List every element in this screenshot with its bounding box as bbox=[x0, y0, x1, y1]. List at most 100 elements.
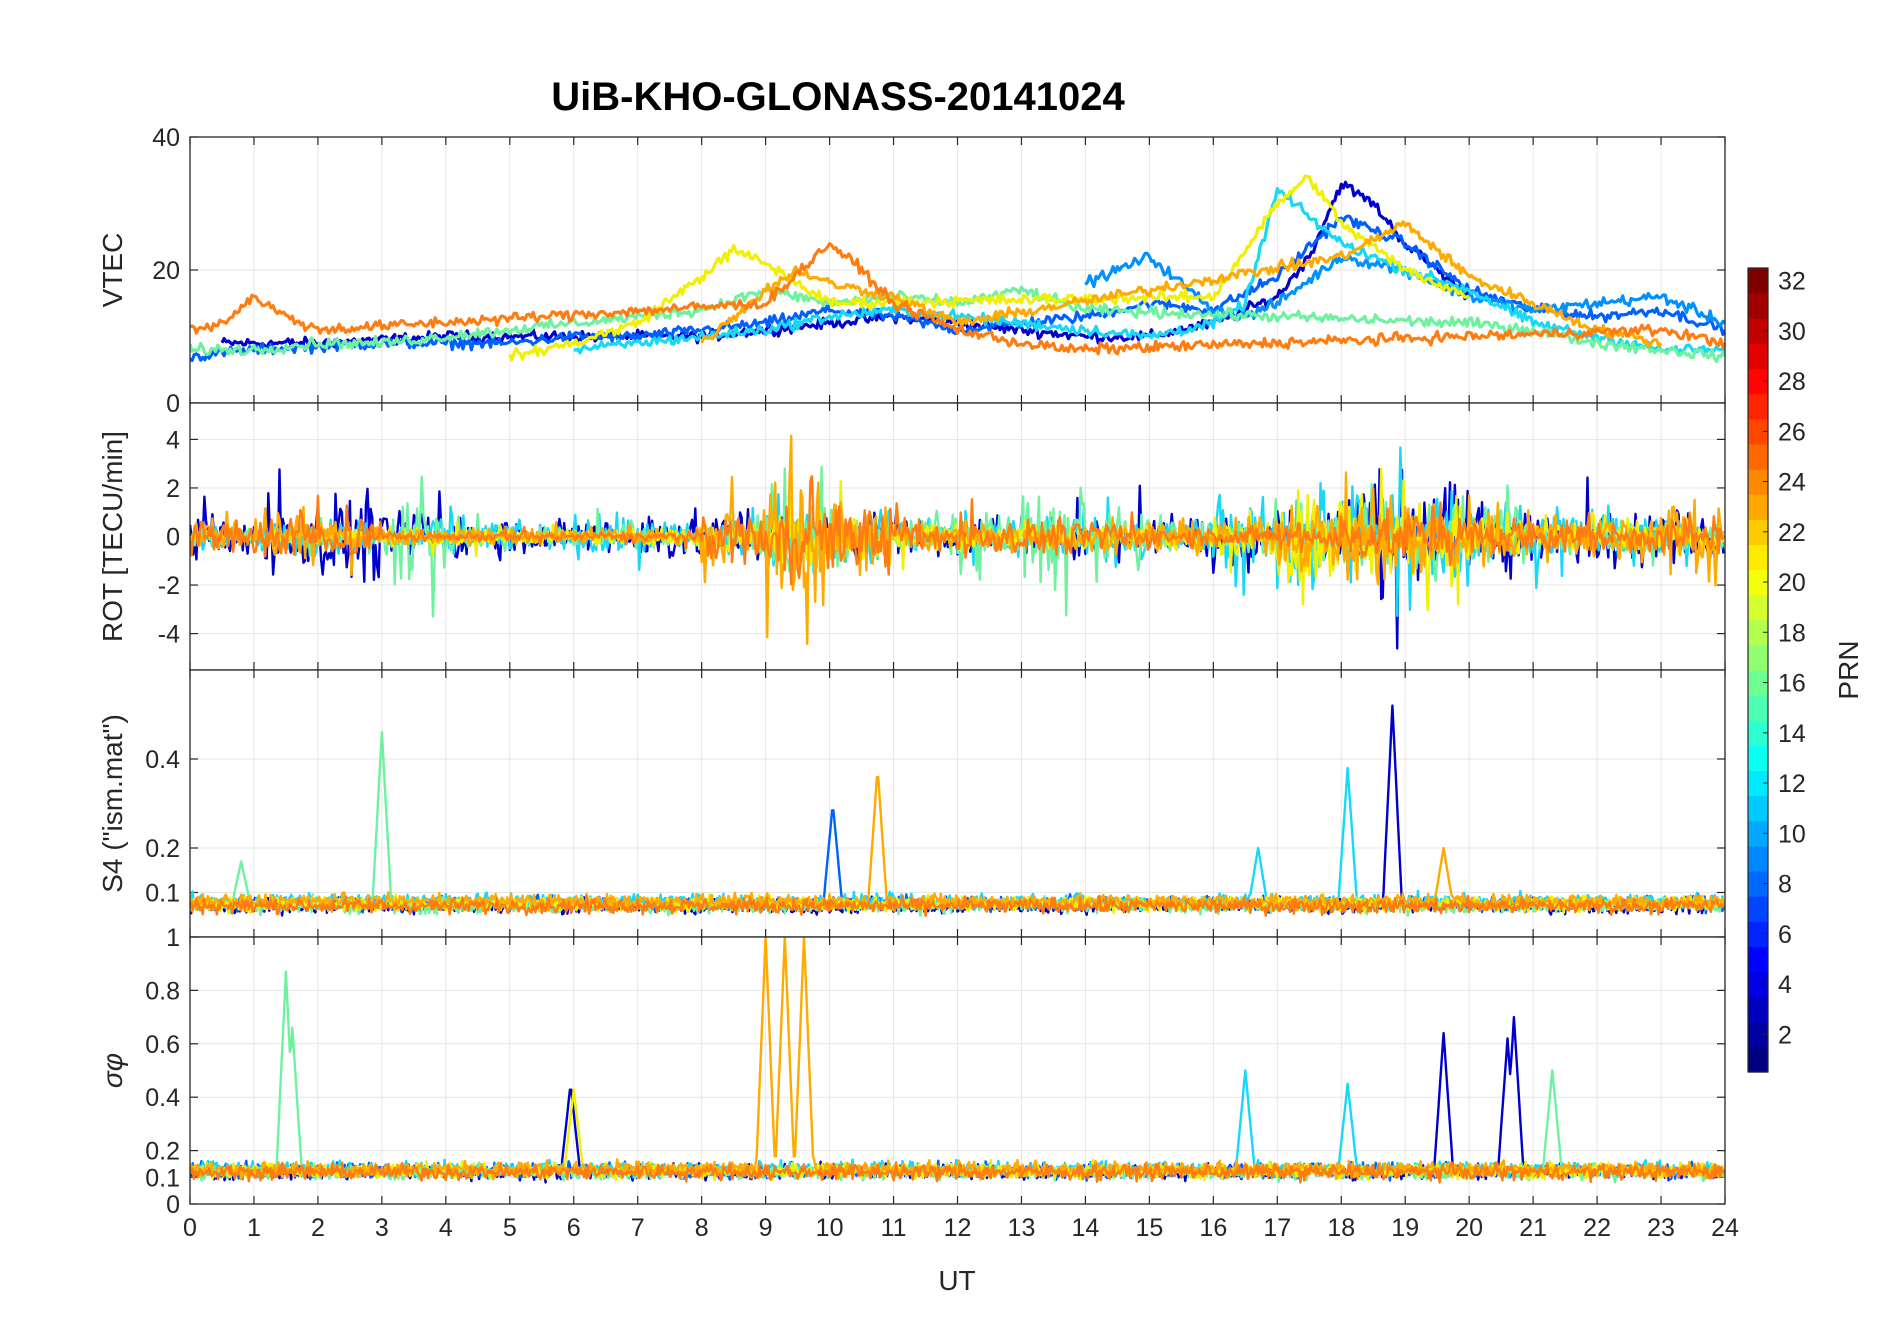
y-axis-label-s4: S4 ("ism.mat") bbox=[97, 714, 128, 893]
y-tick-label: 0.4 bbox=[145, 1084, 180, 1112]
colorbar-tick-label: 26 bbox=[1778, 418, 1806, 446]
x-tick-label: 24 bbox=[1711, 1214, 1739, 1242]
colorbar-swatch bbox=[1748, 670, 1768, 696]
colorbar-swatch bbox=[1748, 720, 1768, 746]
colorbar-tick-label: 28 bbox=[1778, 368, 1806, 396]
x-tick-label: 5 bbox=[503, 1214, 517, 1242]
data-layer-rot bbox=[190, 434, 1725, 650]
data-layer-vtec bbox=[190, 174, 1725, 364]
vtec-series-prn-16 bbox=[190, 285, 1725, 364]
chart-title: UiB-KHO-GLONASS-20141024 bbox=[551, 75, 1125, 119]
x-tick-label: 15 bbox=[1135, 1214, 1163, 1242]
colorbar-swatch bbox=[1748, 318, 1768, 344]
colorbar-tick-label: 8 bbox=[1778, 871, 1792, 899]
x-tick-label: 4 bbox=[439, 1214, 453, 1242]
colorbar-swatch bbox=[1748, 820, 1768, 847]
y-axis-label-sigma_phi: σφ bbox=[97, 1053, 128, 1088]
colorbar-swatch bbox=[1748, 971, 1768, 998]
colorbar-swatch bbox=[1748, 745, 1768, 772]
x-tick-label: 12 bbox=[944, 1214, 972, 1242]
rot-series-prn-24 bbox=[190, 475, 1725, 586]
x-tick-label: 23 bbox=[1647, 1214, 1675, 1242]
x-tick-label: 16 bbox=[1199, 1214, 1227, 1242]
y-axis-label-vtec: VTEC bbox=[97, 233, 128, 308]
colorbar-tick-label: 4 bbox=[1778, 971, 1792, 999]
sigma_phi-series-6 bbox=[190, 1161, 1725, 1184]
x-tick-label: 21 bbox=[1519, 1214, 1547, 1242]
colorbar-swatch bbox=[1748, 544, 1768, 571]
y-tick-label: 20 bbox=[152, 257, 180, 285]
data-layer-s4 bbox=[190, 704, 1725, 918]
colorbar-swatch bbox=[1748, 946, 1768, 973]
colorbar-tick-label: 2 bbox=[1778, 1021, 1792, 1049]
colorbar-tick-label: 20 bbox=[1778, 569, 1806, 597]
colorbar-tick-label: 12 bbox=[1778, 770, 1806, 798]
colorbar-swatch bbox=[1748, 921, 1768, 947]
colorbar-swatch bbox=[1748, 1046, 1768, 1073]
y-tick-label: 0.2 bbox=[145, 1138, 180, 1166]
colorbar-tick-label: 16 bbox=[1778, 670, 1806, 698]
y-axis-label-rot: ROT [TECU/min] bbox=[97, 431, 128, 642]
vtec-series-prn-12 bbox=[573, 187, 1725, 356]
colorbar-swatch bbox=[1748, 393, 1768, 420]
y-tick-label: 0.2 bbox=[145, 835, 180, 863]
colorbar-swatch bbox=[1748, 494, 1768, 520]
colorbar-swatch bbox=[1748, 418, 1768, 445]
x-axis-label: UT bbox=[938, 1265, 975, 1296]
colorbar-tick-label: 22 bbox=[1778, 519, 1806, 547]
x-tick-label: 1 bbox=[247, 1214, 261, 1242]
y-tick-label: 0 bbox=[166, 390, 180, 418]
colorbar-tick-label: 14 bbox=[1778, 720, 1806, 748]
colorbar-swatch bbox=[1748, 695, 1768, 721]
y-tick-label: 0.8 bbox=[145, 977, 180, 1005]
colorbar-swatch bbox=[1748, 996, 1768, 1023]
y-tick-label: -4 bbox=[158, 621, 180, 649]
vtec-series-prn-22 bbox=[700, 220, 1663, 349]
colorbar-swatch bbox=[1748, 469, 1768, 495]
colorbar-swatch bbox=[1748, 896, 1768, 922]
colorbar-swatch bbox=[1748, 293, 1768, 319]
subplot-vtec: 40 20 0 VTEC bbox=[97, 124, 1726, 418]
vtec-series-prn-20 bbox=[508, 174, 1470, 362]
colorbar-tick-label: 18 bbox=[1778, 619, 1806, 647]
subplot-s4: 0.4 0.2 0.1 S4 ("ism.mat") bbox=[97, 669, 1726, 938]
colorbar-swatch bbox=[1748, 519, 1768, 545]
axes-box-sigma_phi bbox=[189, 936, 1726, 1205]
x-tick-label: 3 bbox=[375, 1214, 389, 1242]
x-tick-label: 10 bbox=[816, 1214, 844, 1242]
x-tick-label: 0 bbox=[183, 1214, 197, 1242]
colorbar-tick-label: 6 bbox=[1778, 921, 1792, 949]
colorbar-swatch bbox=[1748, 1021, 1768, 1048]
y-tick-label: 40 bbox=[152, 124, 180, 152]
y-tick-label: 2 bbox=[166, 475, 180, 503]
colorbar-tick-label: 32 bbox=[1778, 268, 1806, 296]
x-tick-label: 17 bbox=[1263, 1214, 1291, 1242]
colorbar-tick-label: 30 bbox=[1778, 318, 1806, 346]
colorbar-tick-label: 24 bbox=[1778, 469, 1806, 497]
y-tick-label: 0.1 bbox=[145, 1164, 180, 1192]
colorbar-swatch bbox=[1748, 770, 1768, 797]
vtec-series-prn-24 bbox=[190, 242, 1725, 356]
x-tick-label: 11 bbox=[881, 1214, 907, 1242]
x-tick-label: 14 bbox=[1072, 1214, 1100, 1242]
colorbar-swatch bbox=[1748, 443, 1768, 470]
colorbar-swatch bbox=[1748, 569, 1768, 596]
x-tick-label: 6 bbox=[567, 1214, 581, 1242]
y-tick-label: 0.1 bbox=[145, 880, 180, 908]
x-tick-label: 7 bbox=[631, 1214, 645, 1242]
colorbar-swatch bbox=[1748, 845, 1768, 872]
colorbar-label: PRN bbox=[1833, 640, 1864, 699]
y-tick-label: 4 bbox=[166, 426, 180, 454]
x-tick-label: 8 bbox=[695, 1214, 709, 1242]
y-tick-label: 0 bbox=[166, 1191, 180, 1219]
colorbar-swatch bbox=[1748, 594, 1768, 621]
colorbar-swatch bbox=[1748, 368, 1768, 395]
y-tick-label: 0.6 bbox=[145, 1031, 180, 1059]
y-tick-label: -2 bbox=[158, 572, 180, 600]
x-tick-label: 9 bbox=[759, 1214, 773, 1242]
x-tick-label: 22 bbox=[1583, 1214, 1611, 1242]
